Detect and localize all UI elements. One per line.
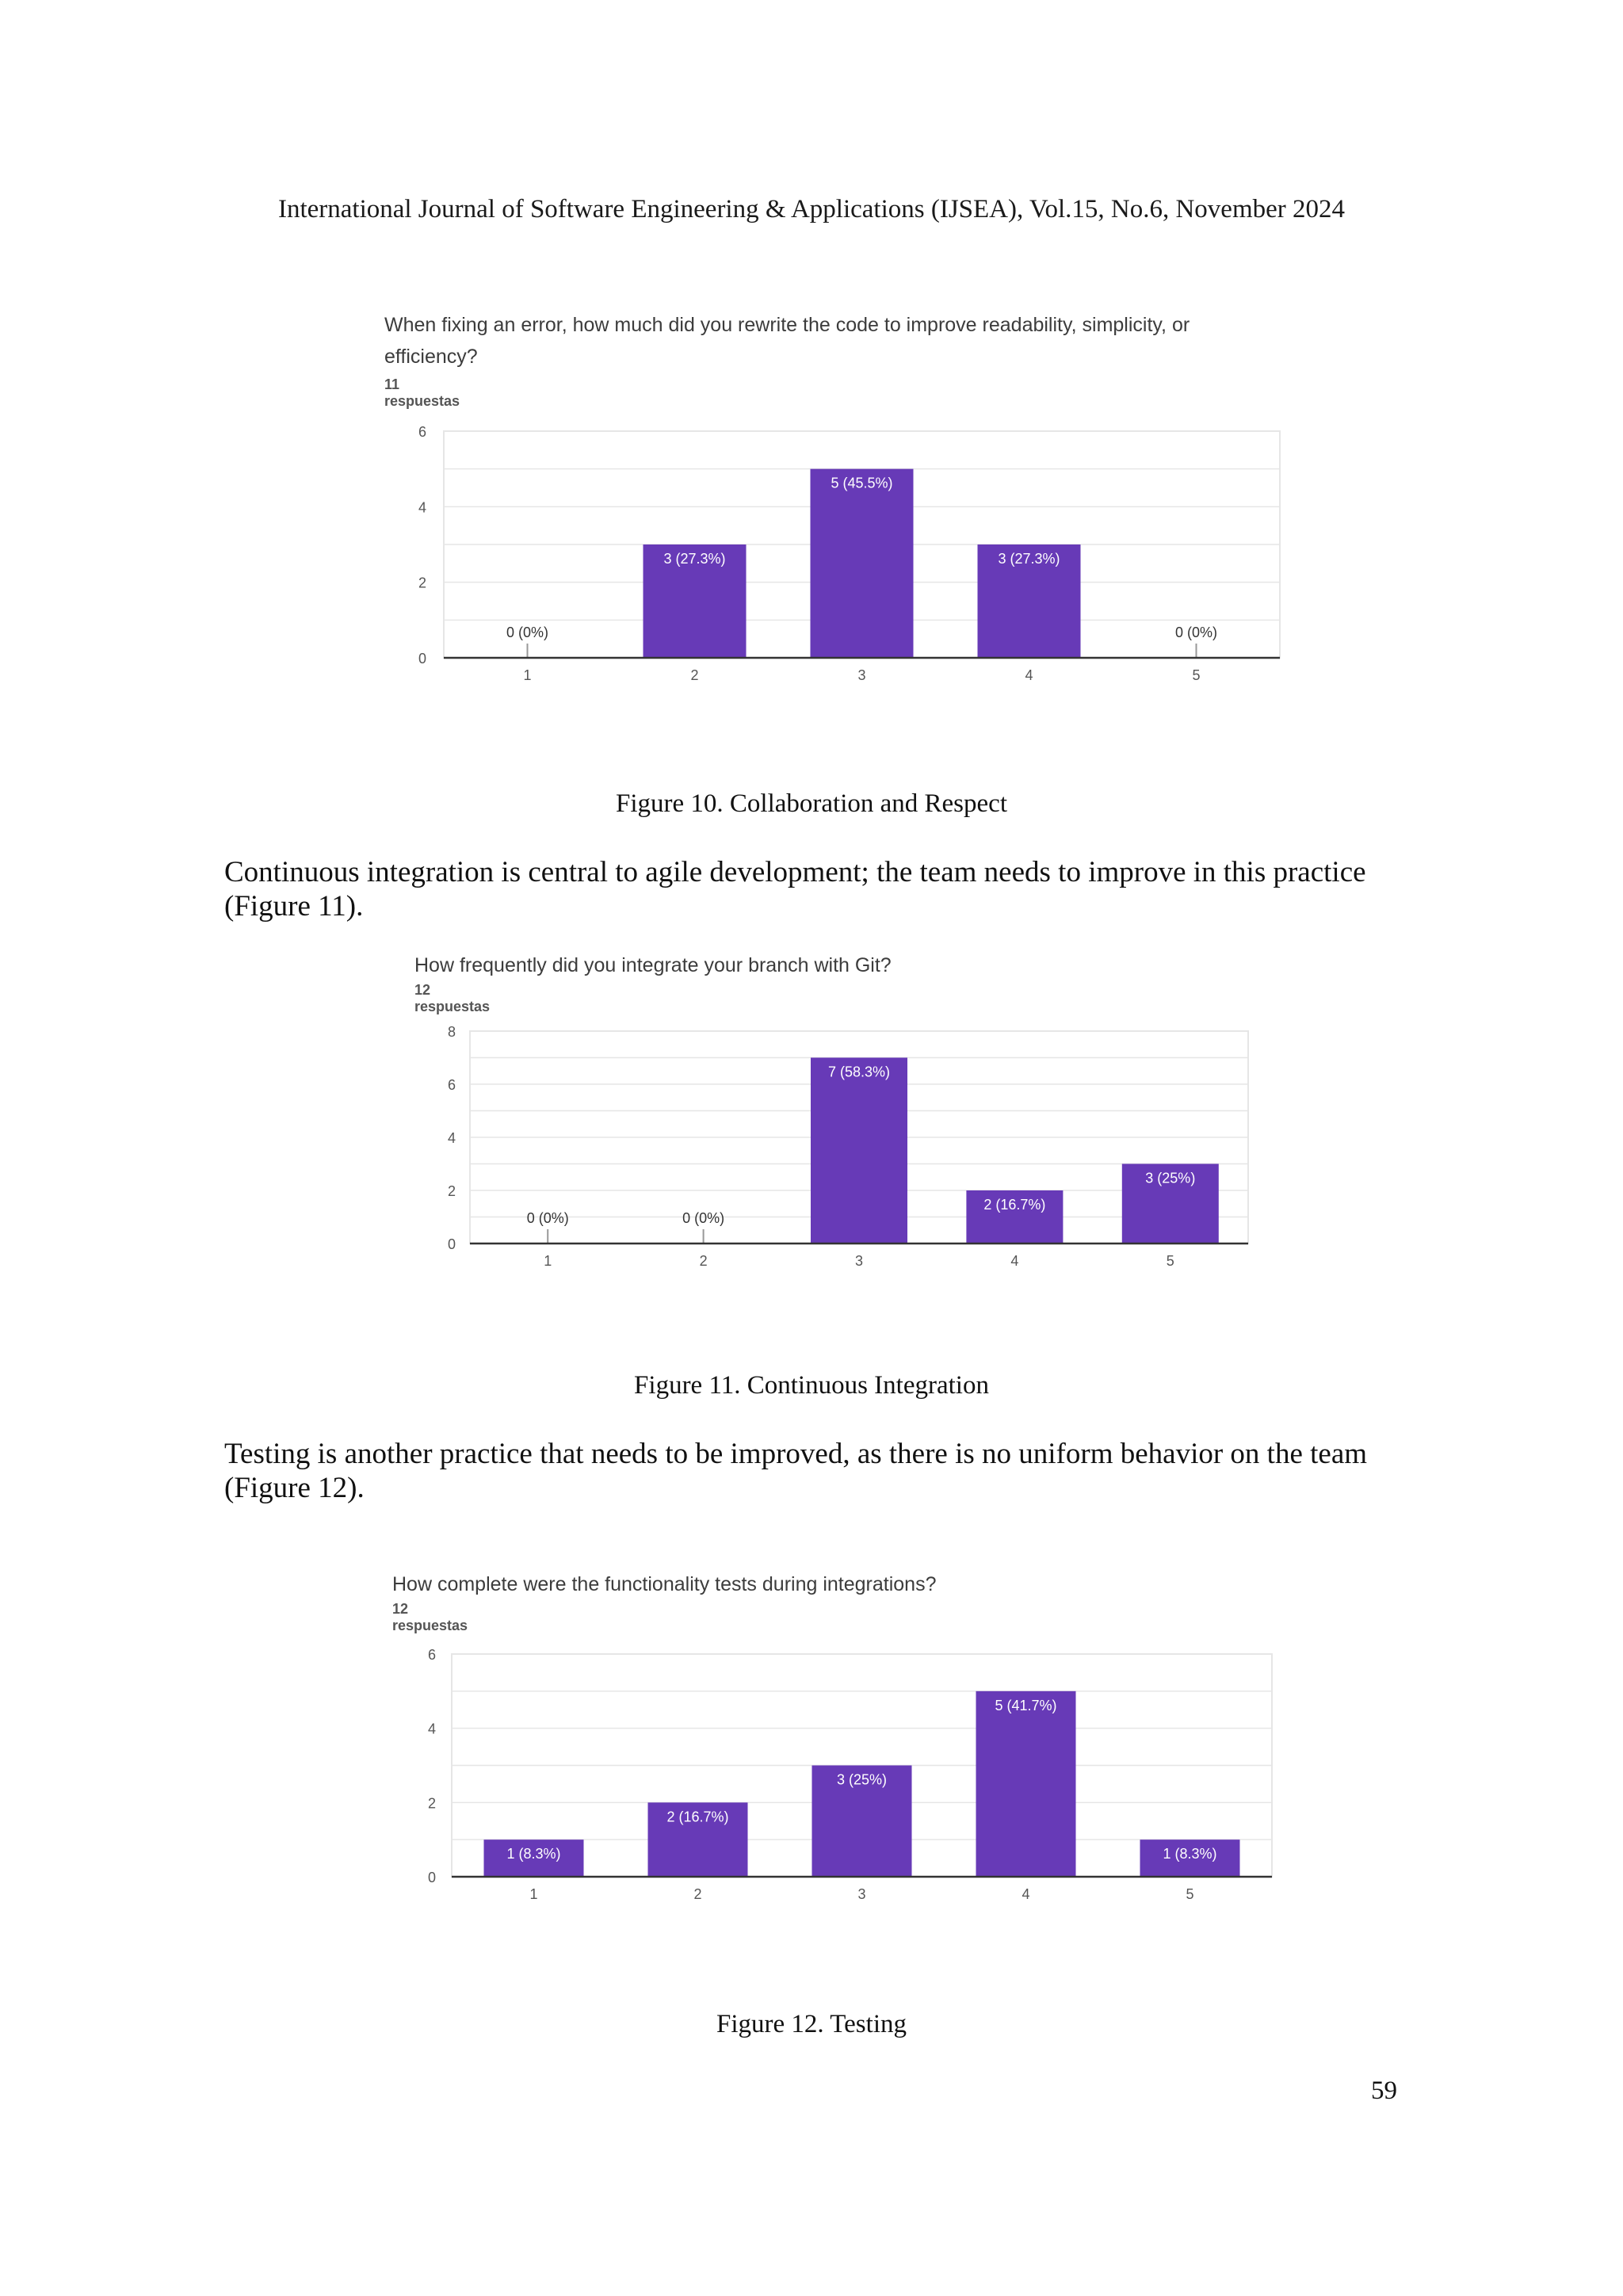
- data-label: 3 (27.3%): [663, 551, 725, 567]
- data-label: 0 (0%): [1175, 625, 1217, 640]
- data-label: 2 (16.7%): [983, 1197, 1045, 1213]
- x-tick-label: 5: [1186, 1886, 1193, 1902]
- x-tick-label: 3: [855, 1253, 863, 1269]
- y-tick-label: 0: [448, 1236, 456, 1252]
- x-tick-label: 2: [693, 1886, 701, 1902]
- data-label: 0 (0%): [527, 1210, 569, 1226]
- x-tick-label: 4: [1022, 1886, 1029, 1902]
- y-tick-label: 4: [448, 1130, 456, 1146]
- y-tick-label: 6: [448, 1077, 456, 1093]
- y-tick-label: 2: [448, 1183, 456, 1199]
- data-label: 1 (8.3%): [1163, 1846, 1216, 1862]
- y-tick-label: 0: [428, 1870, 436, 1885]
- data-label: 0 (0%): [682, 1210, 724, 1226]
- bar: [977, 544, 1081, 658]
- x-tick-label: 4: [1010, 1253, 1018, 1269]
- x-tick-label: 2: [700, 1253, 708, 1269]
- data-label: 5 (45.5%): [831, 476, 892, 491]
- data-label: 0 (0%): [506, 625, 548, 640]
- bar: [976, 1690, 1076, 1877]
- y-tick-label: 0: [418, 651, 426, 667]
- figure-caption: Figure 12. Testing: [716, 2010, 907, 2038]
- x-tick-label: 4: [1025, 667, 1033, 683]
- bar: [811, 1057, 907, 1244]
- figure-caption: Figure 11. Continuous Integration: [634, 1371, 989, 1400]
- y-tick-label: 2: [418, 575, 426, 591]
- bar: [647, 1802, 748, 1877]
- paragraph: Testing is another practice that needs t…: [224, 1438, 1368, 1504]
- bar: [1121, 1163, 1219, 1244]
- x-tick-label: 1: [523, 667, 531, 683]
- y-tick-label: 2: [428, 1795, 436, 1811]
- x-tick-label: 1: [544, 1253, 552, 1269]
- y-tick-label: 6: [428, 1647, 436, 1663]
- bar: [483, 1839, 584, 1877]
- chart-subtitle: 12 respuestas: [392, 1601, 468, 1633]
- x-tick-label: 1: [529, 1886, 537, 1902]
- chart-title-line: How frequently did you integrate your br…: [414, 954, 892, 976]
- y-tick-label: 6: [418, 424, 426, 440]
- y-tick-label: 8: [448, 1024, 456, 1040]
- bar: [1140, 1839, 1240, 1877]
- bar: [812, 1765, 912, 1877]
- chart-title: How frequently did you integrate your br…: [414, 949, 1365, 981]
- bar: [810, 468, 914, 658]
- data-label: 3 (27.3%): [998, 551, 1060, 567]
- x-tick-label: 5: [1192, 667, 1200, 683]
- data-label: 3 (25%): [1145, 1171, 1195, 1186]
- x-tick-label: 3: [857, 667, 865, 683]
- chart-title: When fixing an error, how much did you r…: [384, 309, 1335, 372]
- data-label: 1 (8.3%): [506, 1846, 560, 1862]
- journal-header: International Journal of Software Engine…: [277, 195, 1346, 223]
- chart-title-line: efficiency?: [384, 346, 478, 368]
- data-label: 3 (25%): [837, 1772, 887, 1788]
- data-label: 2 (16.7%): [666, 1809, 728, 1824]
- y-tick-label: 4: [418, 499, 426, 515]
- y-tick-label: 4: [428, 1721, 436, 1737]
- x-tick-label: 2: [690, 667, 698, 683]
- x-tick-label: 5: [1167, 1253, 1174, 1269]
- page-number: 59: [1371, 2076, 1397, 2105]
- data-label: 7 (58.3%): [828, 1064, 890, 1080]
- data-label: 5 (41.7%): [995, 1698, 1056, 1713]
- bar: [643, 544, 747, 658]
- figure-caption: Figure 10. Collaboration and Respect: [616, 789, 1007, 818]
- paragraph: Continuous integration is central to agi…: [224, 856, 1366, 923]
- chart-title-line: How complete were the functionality test…: [392, 1573, 937, 1595]
- chart-title-line: When fixing an error, how much did you r…: [384, 314, 1190, 336]
- x-tick-label: 3: [857, 1886, 865, 1902]
- chart-subtitle: 12 respuestas: [414, 982, 491, 1014]
- chart-title: How complete were the functionality test…: [392, 1568, 1343, 1600]
- bar: [966, 1190, 1064, 1244]
- chart-subtitle: 11 respuestas: [384, 376, 460, 409]
